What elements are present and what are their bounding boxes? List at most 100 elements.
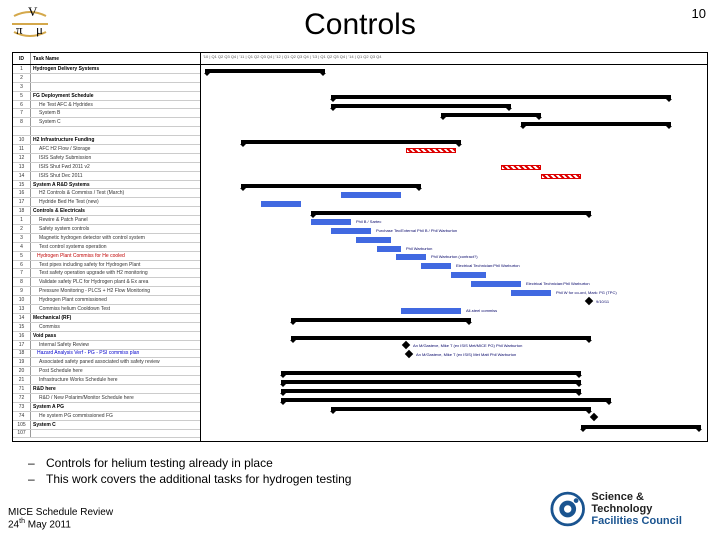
bar-label: Electrical Technician:Phil Warburton bbox=[526, 281, 590, 286]
gantt-bar bbox=[406, 148, 456, 153]
task-row: 13Commiss helium Cooldown Test bbox=[13, 305, 200, 314]
gantt-bar bbox=[291, 336, 591, 340]
task-row: 74He system PG commissioned FG bbox=[13, 412, 200, 421]
page-number: 10 bbox=[692, 6, 706, 21]
task-row: 16H2 Controls & Commiss / Test (March) bbox=[13, 189, 200, 198]
task-row: 7System B bbox=[13, 109, 200, 118]
task-row: 15System A R&D Systems bbox=[13, 181, 200, 190]
task-row: 5FG Deployment Schedule bbox=[13, 92, 200, 101]
stfc-text: Science & Technology Facilities Council bbox=[591, 491, 700, 527]
gantt-bar bbox=[281, 398, 611, 402]
gantt-bar bbox=[331, 228, 371, 234]
gantt-bar bbox=[585, 297, 593, 305]
task-row: 72R&D / New Polarim/Monitor Schedule her… bbox=[13, 394, 200, 403]
task-row: 19Associated safety paned associated wit… bbox=[13, 358, 200, 367]
task-row: 17Internal Safety Review bbox=[13, 341, 200, 350]
svg-text:π: π bbox=[16, 22, 23, 37]
task-row: 3 bbox=[13, 83, 200, 92]
task-row: 8Validate safety PLC for Hydrogen plant … bbox=[13, 278, 200, 287]
gantt-chart: ID Task Name 1Hydrogen Delivery Systems2… bbox=[12, 52, 708, 442]
task-row: 9Pressure Monitoring - PLCS + H2 Flow Mo… bbox=[13, 287, 200, 296]
task-row: 105System C bbox=[13, 421, 200, 430]
gantt-bar bbox=[377, 246, 401, 252]
col-header-id: ID bbox=[13, 53, 31, 64]
task-row: 12ISIS Safety Submission bbox=[13, 154, 200, 163]
bar-label: An M/Gasteve, Mike T (ex ISIS Met/MICE P… bbox=[413, 343, 522, 348]
task-row: 11AFC H2 Flow / Storage bbox=[13, 145, 200, 154]
bar-label: An M/Gasteve, Mike T (ex ISIS) Met Matt … bbox=[416, 352, 516, 357]
bar-label: Phil W for co-ord, Mark: PG (TPC) bbox=[556, 290, 617, 295]
bar-label: Phil B / Sartec bbox=[356, 219, 381, 224]
footer: MICE Schedule Review 24th May 2011 bbox=[8, 507, 113, 530]
gantt-bar bbox=[441, 113, 541, 117]
gantt-bar bbox=[205, 69, 325, 73]
gantt-bar bbox=[311, 211, 591, 215]
gantt-bar bbox=[241, 140, 461, 144]
task-row: 14Mechanical (RF) bbox=[13, 314, 200, 323]
task-row: 17Hydride Bed He Test (new) bbox=[13, 198, 200, 207]
gantt-bar bbox=[356, 237, 391, 243]
stfc-logo: Science & Technology Facilities Council bbox=[550, 488, 700, 530]
task-row: 8System C bbox=[13, 118, 200, 127]
task-row: 73System A PG bbox=[13, 403, 200, 412]
gantt-bar bbox=[581, 425, 701, 429]
page-title: Controls bbox=[304, 8, 416, 42]
gantt-bar bbox=[281, 371, 581, 375]
footer-line1: MICE Schedule Review bbox=[8, 507, 113, 518]
task-row: 15Commiss bbox=[13, 323, 200, 332]
gantt-bar bbox=[511, 290, 551, 296]
task-row: 4Test control systems operation bbox=[13, 243, 200, 252]
task-row: 7Test safety operation upgrade with H2 m… bbox=[13, 269, 200, 278]
svg-text:V: V bbox=[28, 4, 38, 19]
task-row: 16Void pass bbox=[13, 332, 200, 341]
task-row: 14ISIS Shut Dec 2011 bbox=[13, 172, 200, 181]
task-row: 6He Test AFC & Hydrides bbox=[13, 101, 200, 110]
gantt-bar bbox=[451, 272, 486, 278]
gantt-bar bbox=[541, 174, 581, 179]
bullet-list: Controls for helium testing already in p… bbox=[22, 456, 351, 488]
gantt-bar bbox=[261, 201, 301, 207]
gantt-bar bbox=[521, 122, 671, 126]
bar-label: Purchase Tec/External Phil B / Phil Warb… bbox=[376, 228, 457, 233]
gantt-bar bbox=[401, 308, 461, 314]
task-row: 107 bbox=[13, 430, 200, 439]
task-row: 10H2 Infrastructure Funding bbox=[13, 136, 200, 145]
col-header-name: Task Name bbox=[31, 53, 200, 64]
task-row: 2 bbox=[13, 74, 200, 83]
gantt-bar bbox=[405, 350, 413, 358]
footer-line2: 24th May 2011 bbox=[8, 518, 113, 530]
bar-label: 9/10/11 bbox=[596, 299, 609, 304]
gantt-bar bbox=[331, 104, 511, 108]
task-row: 5Hydrogen Plant Commiss for He cooled bbox=[13, 252, 200, 261]
gantt-bar bbox=[241, 184, 421, 188]
timeline-header: '10 | Q1 Q2 Q3 Q4 | '11 | Q1 Q2 Q3 Q4 | … bbox=[201, 53, 707, 65]
gantt-bar bbox=[501, 165, 541, 170]
svg-text:μ: μ bbox=[36, 22, 43, 37]
task-row: 2Safety system controls bbox=[13, 225, 200, 234]
gantt-bar bbox=[341, 192, 401, 198]
bar-label: Phil Warburton bbox=[406, 246, 432, 251]
bullet-item: Controls for helium testing already in p… bbox=[22, 456, 351, 470]
gantt-bar bbox=[311, 219, 351, 225]
bullet-item: This work covers the additional tasks fo… bbox=[22, 472, 351, 486]
task-row: 6Test pipes including safety for Hydroge… bbox=[13, 261, 200, 270]
task-row: 71R&D here bbox=[13, 385, 200, 394]
gantt-bar bbox=[331, 407, 591, 411]
gantt-timeline: '10 | Q1 Q2 Q3 Q4 | '11 | Q1 Q2 Q3 Q4 | … bbox=[201, 53, 707, 441]
gantt-bar bbox=[331, 95, 671, 99]
gantt-bar bbox=[402, 341, 410, 349]
mice-logo: V π μ bbox=[8, 2, 52, 46]
bar-label: All-steel commiss bbox=[466, 308, 497, 313]
task-row: 20Post Schedule here bbox=[13, 367, 200, 376]
task-row: 21Infrastructure Works Schedule here bbox=[13, 376, 200, 385]
task-row: 18Hazard Analysis Verf - PG - PSI commis… bbox=[13, 350, 200, 359]
gantt-bars: Phil B / Sartec Purchase Tec/External Phi… bbox=[201, 65, 707, 441]
task-row: 13ISIS Shut Fwd 2011 v2 bbox=[13, 163, 200, 172]
task-row bbox=[13, 127, 200, 136]
task-row: 1Hydrogen Delivery Systems bbox=[13, 65, 200, 74]
task-row: 10Hydrogen Plant commissioned bbox=[13, 296, 200, 305]
gantt-bar bbox=[471, 281, 521, 287]
gantt-bar bbox=[396, 254, 426, 260]
gantt-bar bbox=[421, 263, 451, 269]
task-row: 3Magnetic hydrogen detector with control… bbox=[13, 234, 200, 243]
